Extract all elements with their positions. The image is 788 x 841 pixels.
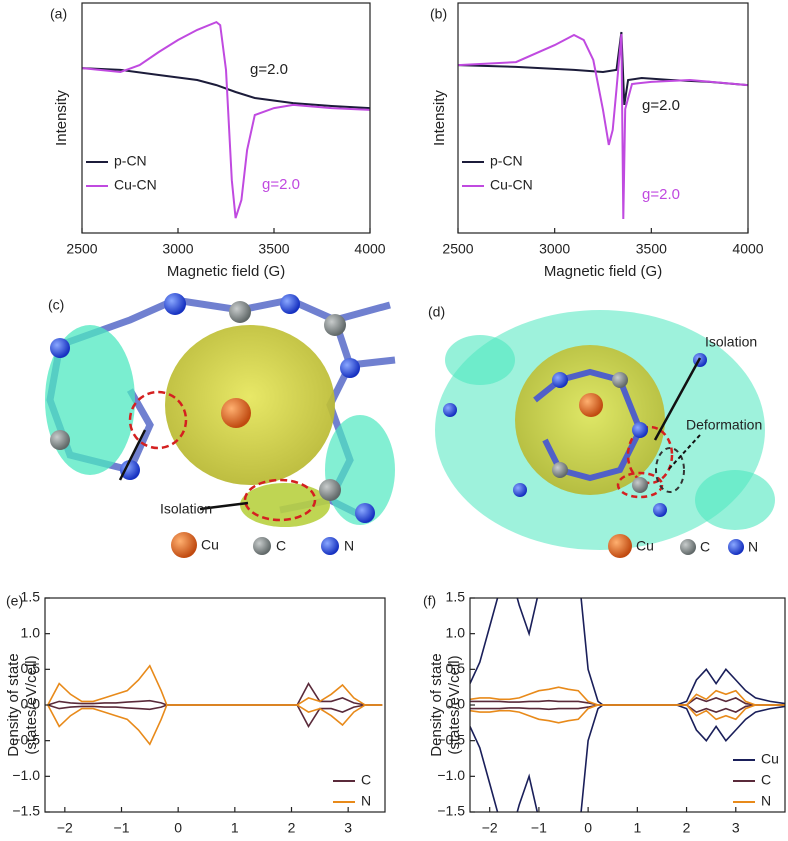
y-tick-label: 1.0	[21, 624, 41, 640]
legend-label: N	[761, 793, 771, 809]
y-tick-label: −1.5	[437, 803, 465, 819]
y-tick-label: −1.0	[12, 767, 40, 783]
series-line	[470, 598, 785, 706]
series-line	[470, 686, 785, 706]
plot-area	[458, 31, 748, 220]
annotation: g=2.0	[642, 97, 680, 114]
series-line	[47, 704, 383, 746]
y-axis-label: Intensity	[431, 90, 448, 146]
y-axis-label: Density of state	[428, 653, 445, 756]
x-tick-label: 2500	[66, 241, 97, 257]
y-tick-label: 0.5	[21, 660, 41, 676]
structure-d	[425, 293, 788, 558]
x-axis-label: Magnetic field (G)	[544, 263, 662, 280]
legend-label: Cu	[636, 538, 654, 554]
plot-area	[47, 664, 383, 746]
panel-label: (d)	[428, 304, 445, 320]
x-tick-label: −1	[114, 820, 130, 836]
annotation: g=2.0	[250, 61, 288, 78]
plot-frame	[81, 2, 371, 234]
y-axis-label: Density of state	[5, 653, 22, 756]
y-tick-label: −1.0	[437, 767, 465, 783]
legend-label: Cu	[761, 751, 779, 767]
legend-label: C	[276, 538, 286, 554]
series-line	[47, 682, 383, 706]
x-tick-label: −2	[57, 820, 73, 836]
plot-area	[470, 598, 785, 812]
x-tick-label: 3500	[258, 241, 289, 257]
panel-label: (b)	[430, 6, 447, 22]
legend-label: C	[761, 772, 771, 788]
legend-label: N	[748, 539, 758, 555]
y-axis-label: Intensity	[53, 90, 70, 146]
x-tick-label: 2500	[442, 241, 473, 257]
y-tick-label: 1.0	[446, 624, 466, 640]
series-line	[47, 704, 383, 728]
y-tick-label: −1.5	[12, 803, 40, 819]
x-tick-label: 0	[584, 820, 592, 836]
y-tick-label: 1.5	[21, 589, 41, 605]
x-tick-label: 4000	[354, 241, 385, 257]
annotation: g=2.0	[642, 186, 680, 203]
x-tick-label: 3500	[636, 241, 667, 257]
x-tick-label: 3	[344, 820, 352, 836]
plot-area	[82, 20, 370, 219]
x-tick-label: 2	[683, 820, 691, 836]
y-tick-label: 1.5	[446, 589, 466, 605]
annotation: g=2.0	[262, 176, 300, 193]
x-tick-label: 4000	[732, 241, 763, 257]
annotation: Deformation	[686, 417, 762, 433]
legend-label: C	[361, 772, 371, 788]
series-line	[470, 704, 785, 724]
series-line	[47, 664, 383, 706]
legend-label: p-CN	[490, 153, 523, 169]
y-tick-label: −0.5	[437, 731, 465, 747]
x-tick-label: 3	[732, 820, 740, 836]
structure-c	[45, 293, 396, 558]
panel-label: (c)	[48, 297, 64, 313]
legend-label: N	[344, 538, 354, 554]
x-tick-label: 3000	[539, 241, 570, 257]
annotation: Isolation	[705, 334, 757, 350]
x-axis-label: Magnetic field (G)	[167, 263, 285, 280]
series-line	[458, 33, 748, 220]
legend-label: Cu-CN	[490, 177, 533, 193]
legend-label: p-CN	[114, 153, 147, 169]
x-tick-label: −1	[531, 820, 547, 836]
legend-label: N	[361, 793, 371, 809]
y-axis-label: (states/eV/cell)	[23, 655, 40, 754]
y-tick-label: 0.0	[446, 696, 466, 712]
series-line	[470, 704, 785, 812]
annotation: Isolation	[160, 501, 212, 517]
panel-label: (a)	[50, 6, 67, 22]
legend-label: Cu	[201, 537, 219, 553]
x-tick-label: 1	[633, 820, 641, 836]
y-tick-label: 0.0	[21, 696, 41, 712]
panel-label: (f)	[423, 593, 436, 609]
y-tick-label: 0.5	[446, 660, 466, 676]
x-tick-label: 1	[231, 820, 239, 836]
x-tick-label: −2	[482, 820, 498, 836]
x-tick-label: 2	[288, 820, 296, 836]
series-line	[82, 20, 370, 219]
y-axis-label: (states/eV/cell)	[446, 655, 463, 754]
legend-label: Cu-CN	[114, 177, 157, 193]
y-tick-label: −0.5	[12, 731, 40, 747]
x-tick-label: 0	[174, 820, 182, 836]
panel-label: (e)	[6, 593, 23, 609]
legend-label: C	[700, 539, 710, 555]
plot-frame	[457, 2, 749, 234]
series-line	[458, 31, 748, 106]
x-tick-label: 3000	[162, 241, 193, 257]
